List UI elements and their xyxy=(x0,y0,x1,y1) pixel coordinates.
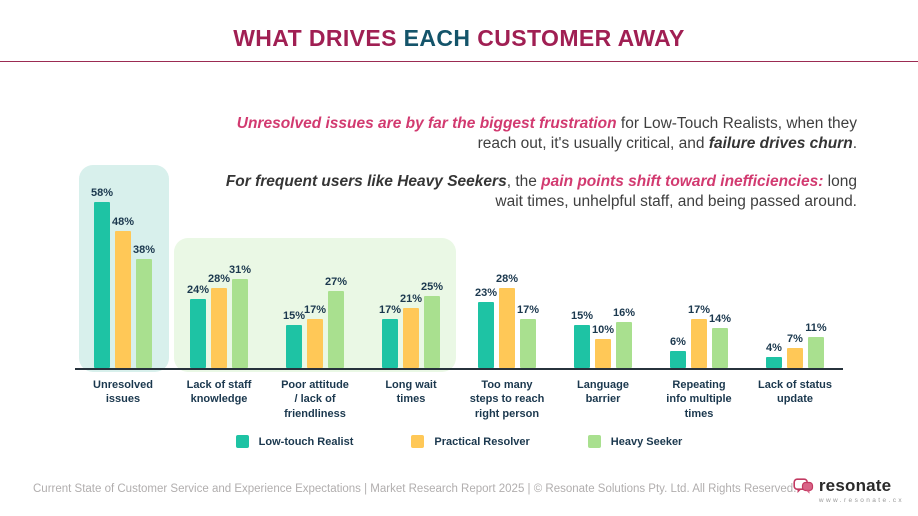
bar-value-label: 38% xyxy=(132,244,156,256)
resonate-logo-url: www.resonate.cx xyxy=(818,497,904,504)
bar-value-label: 23% xyxy=(474,287,498,299)
category-label: Lack of status update xyxy=(758,379,832,406)
bar: 23% xyxy=(475,287,497,368)
bar: 38% xyxy=(133,244,155,368)
page-title-post: CUSTOMER AWAY xyxy=(470,25,685,51)
bar: 48% xyxy=(112,216,134,368)
legend-label: Practical Resolver xyxy=(434,435,530,448)
insight-text-block: Unresolved issues are by far the biggest… xyxy=(209,114,857,230)
bar-group: 24% 28% 31% xyxy=(171,165,267,368)
chart-plot-area: 58% 48% 38% 24% 28% 31% 15% 17% 27% 17% 21% 25% 23% 2… xyxy=(75,165,843,370)
bar-value-label: 17% xyxy=(378,304,402,316)
bar: 28% xyxy=(208,273,230,368)
bar-value-label: 4% xyxy=(766,342,782,354)
bar: 4% xyxy=(766,342,782,368)
bar: 27% xyxy=(325,276,347,368)
insight-text-segment: , the xyxy=(506,172,542,190)
bar-group: 6% 17% 14% xyxy=(651,165,747,368)
bar-value-label: 28% xyxy=(495,273,519,285)
insight-paragraph-2: For frequent users like Heavy Seekers, t… xyxy=(209,172,857,213)
legend-item: Low-touch Realist xyxy=(235,435,354,448)
bar: 58% xyxy=(91,187,113,368)
resonate-logo-icon xyxy=(793,477,814,495)
legend-swatch xyxy=(587,435,601,448)
bar-value-label: 27% xyxy=(324,276,348,288)
page-title-highlight: EACH xyxy=(403,25,471,51)
legend-item: Practical Resolver xyxy=(411,435,530,448)
bar: 11% xyxy=(805,322,827,368)
category-label: Repeating info multiple times xyxy=(666,379,732,420)
bar: 25% xyxy=(421,281,443,368)
bar: 17% xyxy=(688,304,710,368)
bar-value-label: 14% xyxy=(708,313,732,325)
bar: 17% xyxy=(379,304,401,368)
bar: 24% xyxy=(187,284,209,368)
bar: 17% xyxy=(517,304,539,368)
legend-swatch xyxy=(411,435,425,448)
bar-group: 4% 7% 11% xyxy=(747,165,843,368)
bar-value-label: 6% xyxy=(670,336,686,348)
legend-label: Low-touch Realist xyxy=(258,435,354,448)
bar: 14% xyxy=(709,313,731,368)
bar-group: 23% 28% 17% xyxy=(459,165,555,368)
bar-value-label: 17% xyxy=(687,304,711,316)
bar-value-label: 15% xyxy=(570,310,594,322)
category-label: Poor attitude / lack of friendliness xyxy=(281,379,349,420)
title-divider-line xyxy=(0,61,918,62)
bar: 28% xyxy=(496,273,518,368)
category-label: Unresolved issues xyxy=(93,379,153,406)
page-title-pre: WHAT DRIVES xyxy=(233,25,404,51)
bar-value-label: 48% xyxy=(111,216,135,228)
chart-legend: Low-touch Realist Practical Resolver Heavy… xyxy=(0,435,918,448)
category-label: Language barrier xyxy=(577,379,629,406)
bar-value-label: 21% xyxy=(399,293,423,305)
bar: 10% xyxy=(592,324,614,368)
legend-label: Heavy Seeker xyxy=(610,435,683,448)
bar-value-label: 16% xyxy=(612,307,636,319)
bar-value-label: 10% xyxy=(591,324,615,336)
resonate-logo: resonate www.resonate.cx xyxy=(793,476,904,504)
resonate-logo-text: resonate xyxy=(818,476,892,495)
insight-paragraph-1: Unresolved issues are by far the biggest… xyxy=(209,114,857,155)
legend-item: Heavy Seeker xyxy=(587,435,683,448)
bar-value-label: 28% xyxy=(207,273,231,285)
category-label: Lack of staff knowledge xyxy=(186,379,252,406)
footer-copyright: Current State of Customer Service and Ex… xyxy=(33,483,797,495)
bar-group: 17% 21% 25% xyxy=(363,165,459,368)
bar: 17% xyxy=(304,304,326,368)
category-label: Long wait times xyxy=(385,379,437,406)
bar-value-label: 15% xyxy=(282,310,306,322)
bar-value-label: 25% xyxy=(420,281,444,293)
category-label: Too many steps to reach right person xyxy=(469,379,545,420)
insight-text-segment: . xyxy=(852,135,857,153)
bar: 31% xyxy=(229,264,251,368)
insight-text-segment: Unresolved issues are by far the biggest… xyxy=(236,115,617,132)
bar-chart: 58% 48% 38% 24% 28% 31% 15% 17% 27% 17% 21% 25% 23% 2… xyxy=(75,165,843,421)
insight-text-segment: for Low-Touch Realists, when they reach … xyxy=(477,115,857,153)
bar-value-label: 58% xyxy=(90,187,114,199)
insight-text-segment: long wait times, unhelpful staff, and be… xyxy=(495,172,857,211)
bar-group: 58% 48% 38% xyxy=(75,165,171,368)
chart-category-axis: Unresolved issues Lack of staff knowledge… xyxy=(75,370,843,421)
bar: 6% xyxy=(670,336,686,368)
bar: 21% xyxy=(400,293,422,368)
bar: 15% xyxy=(283,310,305,368)
bar-value-label: 17% xyxy=(303,304,327,316)
page-title: WHAT DRIVES EACH CUSTOMER AWAY xyxy=(0,25,918,52)
bar-value-label: 31% xyxy=(228,264,252,276)
bar: 7% xyxy=(787,333,803,368)
insight-text-segment: failure drives churn xyxy=(708,135,853,153)
legend-swatch xyxy=(235,435,249,448)
bar-value-label: 17% xyxy=(516,304,540,316)
bar-value-label: 7% xyxy=(787,333,803,345)
insight-text-segment: pain points shift toward inefficiencies: xyxy=(541,172,824,190)
bar: 16% xyxy=(613,307,635,368)
insight-text-segment: For frequent users like Heavy Seekers xyxy=(225,172,507,190)
bar-group: 15% 10% 16% xyxy=(555,165,651,368)
bar: 15% xyxy=(571,310,593,368)
bar-value-label: 11% xyxy=(805,322,827,334)
bar-value-label: 24% xyxy=(186,284,210,296)
bar-group: 15% 17% 27% xyxy=(267,165,363,368)
